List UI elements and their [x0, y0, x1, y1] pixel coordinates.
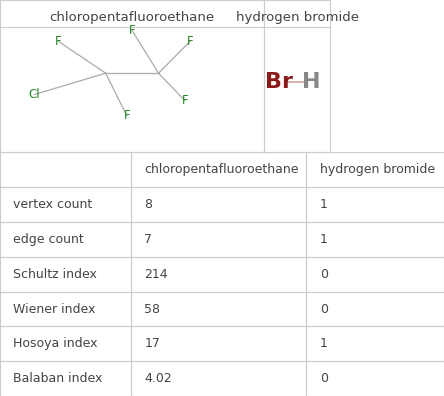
Text: F: F	[123, 109, 130, 122]
Text: 214: 214	[144, 268, 168, 281]
Bar	[0, 222, 131, 257]
Text: Wiener index: Wiener index	[13, 303, 96, 316]
Text: Schultz index: Schultz index	[13, 268, 97, 281]
Bar	[0, 257, 131, 291]
Text: 17: 17	[144, 337, 160, 350]
Bar	[306, 326, 444, 361]
Bar	[131, 361, 306, 396]
Text: 1: 1	[320, 198, 328, 211]
Bar	[306, 222, 444, 257]
Text: 0: 0	[320, 372, 328, 385]
Text: F: F	[182, 94, 188, 107]
Text: vertex count: vertex count	[13, 198, 92, 211]
Text: 1: 1	[320, 233, 328, 246]
Bar	[131, 257, 306, 291]
Text: 7: 7	[144, 233, 152, 246]
Text: 0: 0	[320, 268, 328, 281]
Bar	[306, 187, 444, 222]
Text: Hosoya index: Hosoya index	[13, 337, 98, 350]
Text: chloropentafluoroethane: chloropentafluoroethane	[144, 164, 299, 176]
Bar	[0, 326, 131, 361]
Text: H: H	[302, 72, 321, 92]
Text: Balaban index: Balaban index	[13, 372, 103, 385]
Text: F: F	[55, 35, 61, 48]
Bar	[306, 257, 444, 291]
Bar	[0, 361, 131, 396]
Text: hydrogen bromide: hydrogen bromide	[235, 11, 359, 24]
Bar	[131, 222, 306, 257]
Text: F: F	[129, 24, 135, 37]
Text: F: F	[187, 35, 194, 48]
Bar	[131, 152, 306, 187]
Bar	[131, 291, 306, 326]
Bar	[306, 291, 444, 326]
Bar	[306, 361, 444, 396]
Bar	[0, 187, 131, 222]
Bar	[131, 326, 306, 361]
Text: Br: Br	[265, 72, 293, 92]
Text: 8: 8	[144, 198, 152, 211]
Text: Cl: Cl	[28, 88, 40, 101]
Text: hydrogen bromide: hydrogen bromide	[320, 164, 435, 176]
Text: 58: 58	[144, 303, 160, 316]
Bar	[306, 152, 444, 187]
Text: chloropentafluoroethane: chloropentafluoroethane	[50, 11, 214, 24]
Bar	[0, 152, 131, 187]
Text: edge count: edge count	[13, 233, 84, 246]
Text: 1: 1	[320, 337, 328, 350]
Text: 4.02: 4.02	[144, 372, 172, 385]
Text: 0: 0	[320, 303, 328, 316]
Bar	[131, 187, 306, 222]
Bar	[0, 291, 131, 326]
